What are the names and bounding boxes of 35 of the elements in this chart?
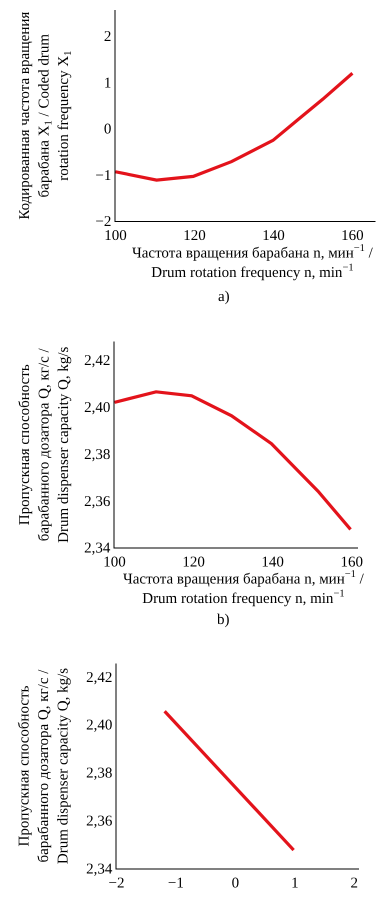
x-tick-label: 160: [341, 228, 364, 244]
y-tick-label: 2,38: [86, 766, 112, 782]
y-tick-label: 2,36: [84, 494, 111, 510]
x-tick-label: 120: [183, 228, 206, 244]
y-tick-label: 0: [104, 122, 112, 138]
y-axis-title: Пропускная способность барабанного дозатора Q, кг/с / Drum dispenser capacity Q, kg/s: [16, 668, 72, 864]
y-tick-label: 2,42: [84, 352, 110, 369]
y-tick-label: 2,42: [86, 670, 112, 686]
text: b): [217, 612, 230, 628]
y-tick-label: 2,38: [84, 446, 110, 463]
y-tick-label: 2,40: [84, 400, 110, 416]
x-tick-label: 2: [350, 875, 358, 892]
line-series: [114, 390, 352, 532]
x-tick-label: 120: [182, 554, 205, 571]
text: a): [218, 289, 230, 305]
y-tick-label: 2,40: [86, 718, 112, 734]
text: Частота вращения барабана n, мин$^{−1}$ / Drum rotation frequency n, min$^{−1}$: [132, 243, 373, 281]
y-tick-label: 2,34: [86, 862, 113, 878]
y-tick-label: 2,34: [84, 540, 111, 557]
x-tick-label: 100: [103, 554, 126, 571]
x-tick-label: 140: [262, 228, 285, 244]
y-tick-label: 1: [104, 75, 112, 92]
y-tick-label: 2: [104, 29, 112, 46]
y-axis-title: Пропускная способность барабанного дозатора Q, кг/с / Drum dispenser capacity Q, kg/s: [16, 346, 72, 543]
y-tick-label: 2,36: [86, 814, 113, 830]
x-tick-label: 1: [291, 875, 299, 892]
x-tick-label: 140: [261, 554, 284, 571]
line-series: [116, 72, 354, 182]
y-tick-label: −1: [95, 168, 112, 184]
y-tick-label: −2: [95, 214, 112, 230]
x-tick-label: 100: [104, 228, 127, 244]
text: Частота вращения барабана n, мин$^{−1}$ / Drum rotation frequency n, min$^{−1}$: [123, 569, 364, 607]
x-tick-label: 0: [232, 875, 240, 892]
x-tick-label: −1: [168, 875, 184, 892]
x-tick-label: 160: [340, 554, 363, 571]
